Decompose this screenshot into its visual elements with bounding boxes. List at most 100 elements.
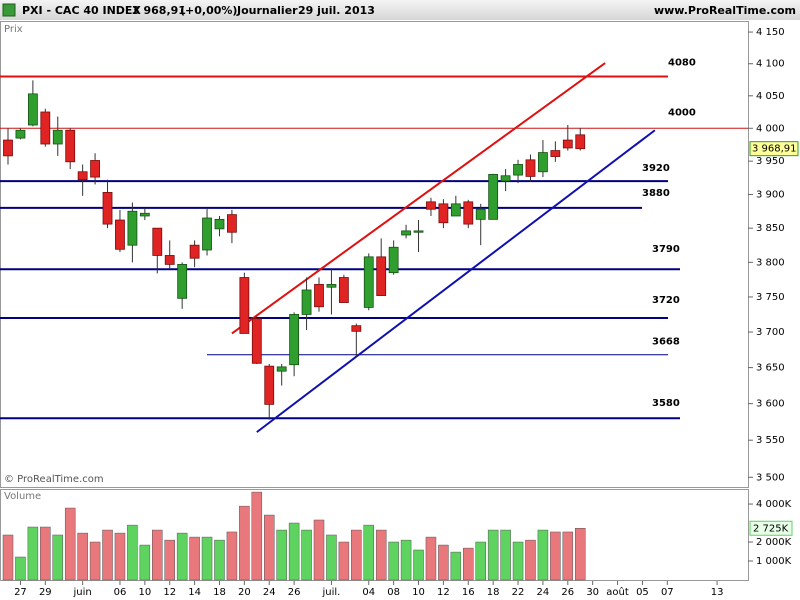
candle-body — [152, 227, 163, 256]
period: Journalier — [236, 4, 298, 17]
candle-body — [314, 284, 324, 308]
last-price-box — [749, 141, 799, 157]
volume-bar — [2, 534, 14, 581]
volume-bar — [52, 534, 64, 581]
level-label: 4080 — [668, 58, 696, 69]
y-tick-label: 3 700 — [756, 327, 785, 338]
candle-body — [575, 134, 586, 150]
candle-body — [562, 139, 573, 149]
volume-bar — [338, 541, 350, 581]
volume-bar — [388, 541, 399, 581]
x-tick-label: juil. — [322, 587, 341, 598]
trend-line — [231, 62, 606, 335]
x-tick-label: 24 — [263, 587, 276, 598]
x-tick-label: 27 — [14, 587, 27, 598]
last-price: 3 968,91 — [132, 4, 186, 17]
candle-body — [239, 277, 250, 334]
last-volume-box — [749, 520, 793, 536]
x-tick-label: 07 — [661, 587, 674, 598]
volume-bar — [288, 522, 300, 581]
candle-body — [264, 365, 275, 405]
candle-body — [326, 284, 337, 288]
level-label: 4000 — [668, 107, 696, 118]
volume-bar — [375, 529, 387, 581]
volume-bar — [425, 536, 437, 581]
x-tick-label: juin — [73, 587, 92, 598]
x-tick-label: 10 — [412, 587, 425, 598]
volume-bar — [313, 519, 325, 581]
candle-body — [15, 129, 26, 139]
x-tick-label: 18 — [487, 587, 500, 598]
symbol: PXI - CAC 40 INDEX — [22, 4, 141, 17]
x-tick-label: 22 — [512, 587, 525, 598]
volume-bar — [189, 536, 200, 581]
volume-bar — [176, 532, 188, 581]
level-label: 3580 — [652, 398, 680, 409]
y-tick-label: 4 000K — [756, 499, 792, 510]
x-tick-label: 26 — [561, 587, 574, 598]
last-price-label: 3 968,91 — [752, 144, 797, 155]
level-label: 3720 — [652, 295, 680, 306]
candle-body — [115, 219, 125, 250]
volume-bar — [525, 539, 536, 581]
volume-bar — [15, 556, 26, 581]
y-tick-label: 3 600 — [756, 399, 785, 410]
volume-bar — [550, 531, 561, 581]
volume-bar — [263, 514, 275, 581]
candle-body — [438, 203, 449, 224]
level-label: 3790 — [652, 244, 680, 255]
candle-body — [538, 152, 548, 173]
volume-bar — [139, 544, 151, 581]
y-tick-label: 3 650 — [756, 363, 785, 374]
volume-bar — [301, 529, 312, 581]
y-tick-label: 4 050 — [756, 91, 785, 102]
candle-body — [289, 314, 300, 366]
x-tick-label: 12 — [163, 587, 176, 598]
candle-body — [376, 256, 387, 296]
volume-bar — [40, 526, 51, 581]
candle-body — [388, 246, 399, 274]
volume-bar — [500, 529, 511, 581]
candle-body — [351, 325, 362, 332]
copyright: © ProRealTime.com — [4, 474, 104, 485]
y-tick-label: 3 750 — [756, 292, 785, 303]
y-tick-label: 3 900 — [756, 189, 785, 200]
volume-bar — [114, 532, 126, 581]
price-panel — [0, 21, 749, 488]
volume-bar — [251, 491, 263, 581]
volume-bar — [214, 539, 225, 581]
candle-body — [475, 208, 486, 220]
volume-bar — [164, 539, 175, 581]
candle-body — [77, 171, 88, 181]
volume-bar — [450, 551, 462, 581]
last-volume-label: 2 725K — [753, 523, 789, 534]
volume-bar — [413, 549, 424, 581]
header-bar — [0, 0, 800, 20]
volume-bar — [400, 539, 412, 581]
x-tick-label: 18 — [213, 587, 226, 598]
candle-body — [227, 214, 237, 233]
candle-body — [463, 201, 474, 225]
volume-bar — [475, 541, 486, 581]
candle-body — [202, 217, 212, 251]
candle-body — [401, 230, 411, 236]
candle-body — [40, 111, 51, 145]
volume-bar — [326, 534, 337, 581]
x-tick-label: 29 — [39, 587, 52, 598]
change: (+0,00%) — [180, 4, 237, 17]
volume-bar — [89, 541, 101, 581]
volume-bar — [276, 529, 287, 581]
volume-bar — [463, 547, 474, 581]
volume-bar — [64, 507, 76, 581]
y-tick-label: 3 950 — [756, 156, 785, 167]
candle-body — [52, 129, 63, 145]
candle-body — [450, 203, 461, 217]
candle-body — [127, 210, 138, 246]
candle-body — [164, 255, 175, 265]
site: www.ProRealTime.com — [654, 4, 796, 17]
candle-body — [90, 160, 100, 178]
candle-body — [488, 174, 499, 220]
volume-bar — [351, 529, 362, 581]
volume-bar — [127, 524, 138, 581]
